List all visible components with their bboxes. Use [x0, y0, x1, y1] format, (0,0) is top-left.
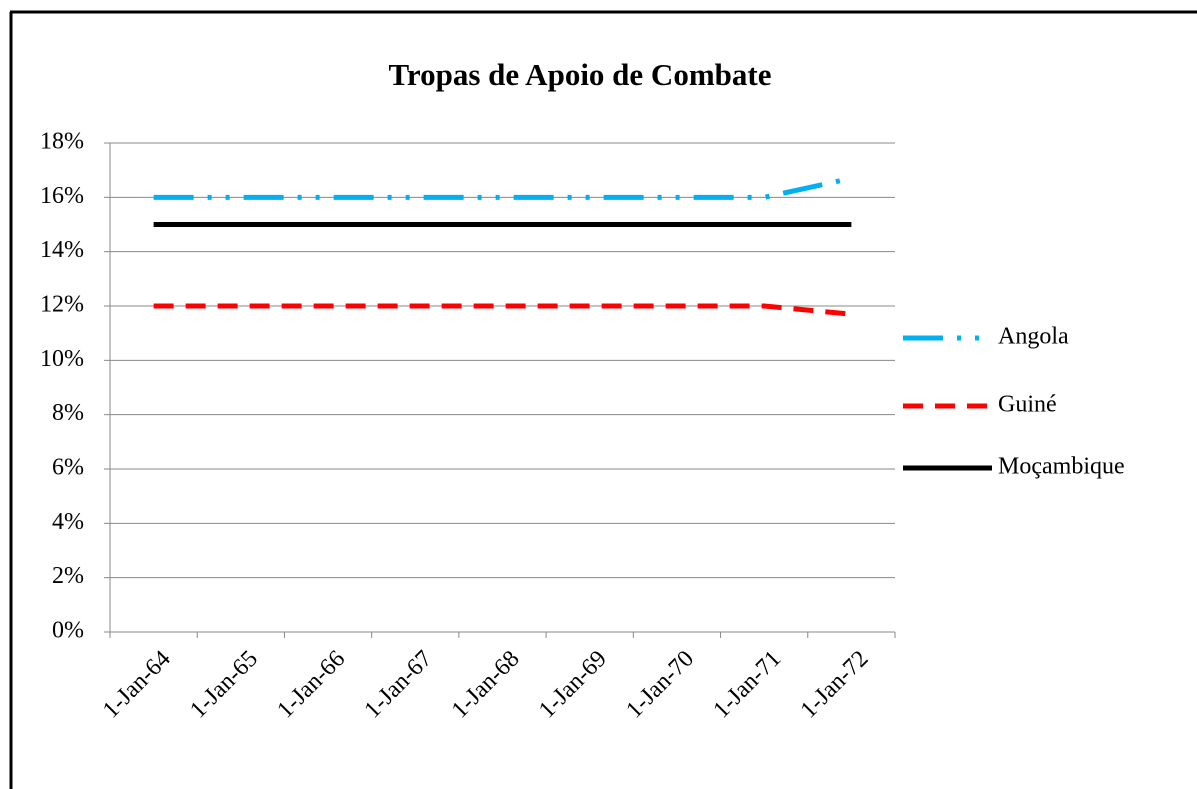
y-tick-label: 6%: [52, 455, 84, 481]
x-tick-label: 1-Jan-69: [534, 646, 612, 724]
y-tick-label: 14%: [40, 237, 84, 263]
y-tick-label: 4%: [52, 509, 84, 535]
y-tick-label: 18%: [40, 129, 84, 155]
x-tick-label: 1-Jan-71: [709, 646, 787, 724]
series-line: [153, 303, 852, 317]
legend-label: Guiné: [998, 392, 1057, 418]
y-tick-label: 12%: [40, 292, 84, 318]
y-tick-label: 10%: [40, 346, 84, 372]
legend-label: Moçambique: [998, 454, 1125, 480]
y-tick-label: 0%: [52, 618, 84, 644]
x-tick-label: 1-Jan-72: [796, 646, 874, 724]
series-line: [153, 175, 852, 200]
x-tick-label: 1-Jan-66: [272, 646, 350, 724]
x-tick-label: 1-Jan-65: [185, 646, 263, 724]
y-tick-label: 16%: [40, 183, 84, 209]
chart-title: Tropas de Apoio de Combate: [389, 57, 772, 92]
x-tick-label: 1-Jan-68: [447, 646, 525, 724]
x-tick-label: 1-Jan-70: [621, 646, 699, 724]
legend-label: Angola: [998, 324, 1069, 350]
x-tick-label: 1-Jan-64: [98, 646, 176, 724]
y-tick-label: 8%: [52, 400, 84, 426]
x-tick-label: 1-Jan-67: [360, 646, 438, 724]
y-tick-label: 2%: [52, 563, 84, 589]
